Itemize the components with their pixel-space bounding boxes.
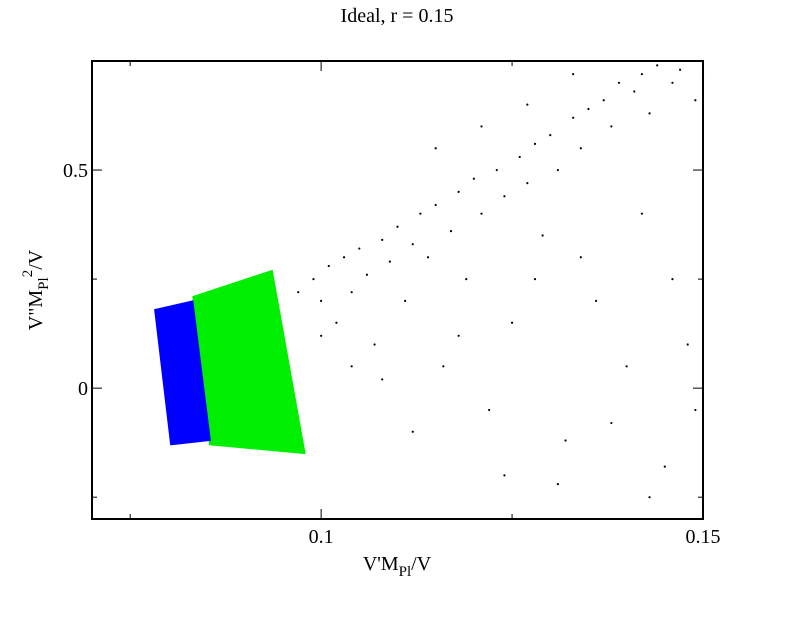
scatter-point: [396, 225, 399, 228]
scatter-point: [358, 247, 361, 250]
scatter-point: [671, 277, 674, 281]
scatter-point: [526, 182, 529, 185]
scatter-point: [426, 256, 430, 259]
scatter-point: [404, 299, 407, 303]
scatter-point: [327, 264, 330, 268]
scatter-point: [411, 243, 414, 246]
scatter-point: [465, 277, 468, 281]
plot-area: [154, 64, 705, 499]
scatter-point: [556, 483, 559, 486]
scatter-point: [678, 68, 682, 71]
scatter-point: [411, 430, 414, 433]
y-tick-label: 0.5: [63, 160, 88, 182]
scatter-point: [419, 212, 422, 215]
scatter-point: [495, 168, 498, 172]
scatter-point: [633, 90, 636, 93]
scatter-point: [510, 321, 514, 324]
scatter-point: [663, 465, 666, 468]
scatter-point: [594, 299, 598, 303]
scatter-point: [640, 72, 644, 76]
scatter-point: [610, 125, 613, 128]
scatter-point: [320, 334, 323, 337]
plot-frame: [91, 60, 704, 520]
x-label-tail: /V: [411, 553, 432, 575]
scatter-point: [480, 212, 483, 215]
scatter-point: [526, 103, 529, 106]
scatter-point: [457, 334, 460, 337]
scatter-point: [434, 203, 437, 207]
scatter-point: [564, 439, 567, 442]
scatter-point: [503, 474, 506, 477]
y-label-main: V"M: [25, 290, 47, 331]
scatter-point: [572, 116, 575, 119]
scatter-point: [686, 343, 689, 346]
x-label-main: V'M: [363, 553, 399, 575]
scatter-point: [457, 190, 460, 193]
chart-title: Ideal, r = 0.15: [341, 5, 454, 27]
scatter-point: [556, 168, 559, 172]
x-tick-label: 0.1: [309, 526, 334, 548]
y-axis-label: V"MPl2/V: [20, 249, 52, 330]
scatter-point: [694, 99, 697, 102]
scatter-point: [579, 147, 582, 150]
y-tick-label: 0: [78, 378, 88, 400]
point-cloud-region: [154, 300, 211, 446]
scatter-point: [480, 125, 483, 128]
scatter-point: [602, 99, 605, 102]
scatter-point: [656, 64, 659, 67]
scatter-point: [373, 343, 376, 346]
scatter-point: [449, 230, 453, 233]
scatter-point: [671, 81, 674, 84]
scatter-point: [533, 142, 537, 145]
scatter-point: [442, 365, 445, 368]
scatter-point: [648, 496, 651, 499]
scatter-point: [503, 195, 506, 198]
scatter-point: [388, 260, 391, 263]
scatter-point: [572, 72, 575, 76]
scatter-point: [381, 238, 384, 241]
scatter-point: [518, 155, 521, 159]
scatter-point: [312, 277, 315, 281]
scatter-point: [335, 321, 338, 324]
y-label-sup: 2: [20, 270, 36, 278]
y-label-sub: Pl: [36, 277, 52, 290]
scatter-point: [350, 365, 353, 368]
scatter-point: [640, 212, 644, 215]
scatter-point: [533, 277, 537, 281]
scatter-point: [381, 378, 384, 381]
x-label-sub: Pl: [399, 564, 412, 580]
scatter-point: [579, 256, 582, 259]
scatter-point: [587, 107, 590, 111]
scatter-point: [694, 408, 697, 412]
scatter-point: [488, 408, 491, 412]
x-tick-label: 0.15: [686, 526, 721, 548]
scatter-point: [541, 234, 544, 237]
scatter-point: [472, 177, 475, 180]
scatter-point: [350, 291, 353, 294]
scatter-point: [342, 256, 346, 259]
scatter-point: [617, 81, 621, 84]
scatter-point: [549, 134, 552, 137]
scatter-point: [610, 421, 613, 425]
scatter-point: [625, 365, 628, 368]
scatter-point: [365, 273, 369, 276]
scatter-point: [648, 112, 651, 115]
y-label-tail: /V: [25, 249, 47, 270]
scatter-point: [297, 291, 300, 294]
x-axis-label: V'MPl/V: [363, 553, 432, 580]
scatter-point: [434, 147, 437, 150]
scatter-point: [320, 299, 323, 303]
